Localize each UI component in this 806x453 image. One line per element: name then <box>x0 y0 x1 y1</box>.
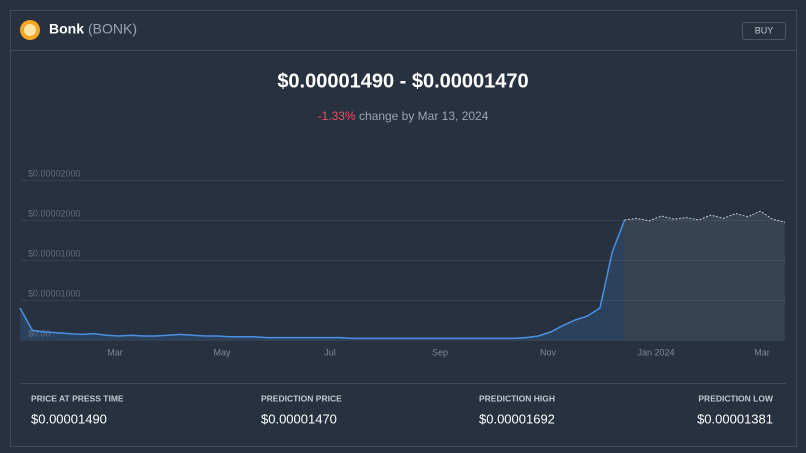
y-tick-label: $0.00002000 <box>28 208 81 218</box>
change-line: -1.33% change by Mar 13, 2024 <box>318 109 489 123</box>
x-tick-label: Nov <box>540 347 557 357</box>
y-tick-label: $0.00001000 <box>28 288 81 298</box>
price-range: $0.00001490 - $0.00001470 <box>277 70 528 92</box>
stat-value: $0.00001381 <box>697 411 773 426</box>
plot: $0.00 $0.00001000 $0.00001000 $0.00002000 $0… <box>19 168 786 357</box>
y-tick-label: $0.00 <box>28 328 51 338</box>
stat-label: PREDICTION HIGH <box>479 393 555 403</box>
change-percent: -1.33% <box>318 109 356 123</box>
stats: PRICE AT PRESS TIME $0.00001490 PREDICTION… <box>31 393 774 426</box>
change-text: change by Mar 13, 2024 <box>359 109 489 123</box>
stat-value: $0.00001490 <box>31 411 107 426</box>
coin-name: Bonk <box>49 21 84 37</box>
x-tick-label: Jan 2024 <box>638 347 675 357</box>
x-tick-label: Mar <box>754 347 770 357</box>
stat-label: PREDICTION PRICE <box>261 393 342 403</box>
area <box>20 220 625 340</box>
buy-button-label[interactable]: BUY <box>755 25 774 35</box>
area <box>624 211 785 340</box>
stat-label: PRICE AT PRESS TIME <box>31 393 124 403</box>
x-tick-label: Mar <box>107 347 123 357</box>
card <box>10 10 797 447</box>
coin-symbol: (BONK) <box>88 21 137 37</box>
stat-value: $0.00001692 <box>479 411 555 426</box>
coin-icon-face <box>24 24 36 36</box>
x-tick-label: Jul <box>324 347 336 357</box>
buy-button[interactable] <box>742 22 786 40</box>
x-tick-label: May <box>213 347 231 357</box>
stat-label: PREDICTION LOW <box>698 393 774 403</box>
y-tick-label: $0.00001000 <box>28 248 81 258</box>
x-tick-label: Sep <box>432 347 448 357</box>
stat-value: $0.00001470 <box>261 411 337 426</box>
y-tick-label: $0.00002000 <box>28 168 81 178</box>
history-line <box>19 219 626 340</box>
